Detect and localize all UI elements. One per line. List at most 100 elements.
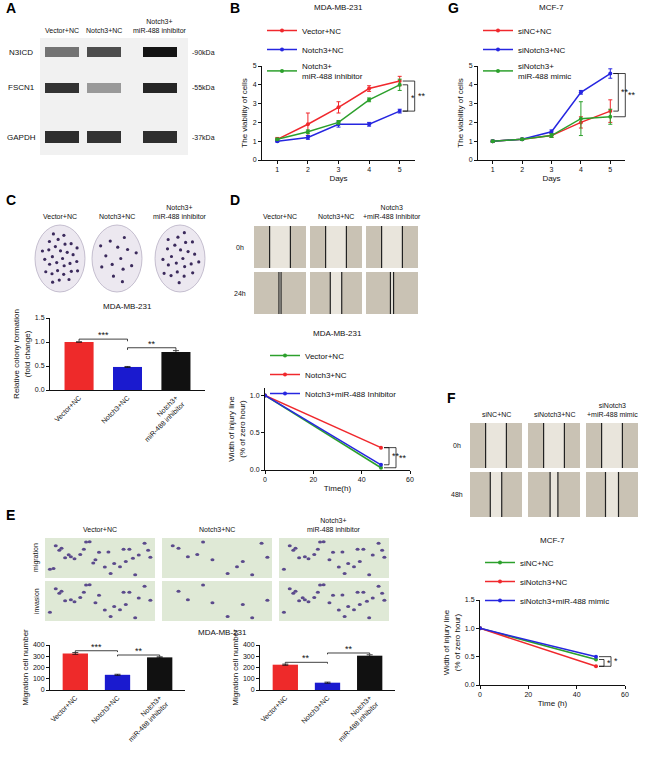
svg-text:Relative colony formation(fold: Relative colony formation(fold change) — [12, 309, 31, 399]
svg-text:Width of injury line(% of zero: Width of injury line(% of zero hour) — [227, 396, 246, 462]
svg-text:0.5: 0.5 — [465, 653, 475, 660]
svg-text:Vector+NC: Vector+NC — [263, 213, 297, 220]
svg-text:48h: 48h — [451, 491, 463, 498]
svg-text:0.0: 0.0 — [250, 466, 260, 473]
svg-text:siNotch3+NC: siNotch3+NC — [534, 411, 575, 418]
svg-text:*: * — [411, 93, 415, 103]
svg-text:GAPDH: GAPDH — [7, 133, 36, 142]
svg-text:MDA-MB-231: MDA-MB-231 — [313, 329, 362, 338]
svg-text:3: 3 — [550, 166, 554, 173]
svg-text:**: ** — [621, 87, 629, 97]
svg-text:N3ICD: N3ICD — [9, 48, 33, 57]
svg-text:siNC+NC: siNC+NC — [520, 559, 554, 568]
svg-text:Notch3+NC: Notch3+NC — [305, 371, 347, 380]
svg-text:40: 40 — [573, 691, 581, 698]
svg-text:1.0: 1.0 — [465, 625, 475, 632]
svg-text:Notch3+miR-488 inhibitor: Notch3+miR-488 inhibitor — [307, 517, 361, 533]
svg-text:0: 0 — [41, 686, 45, 693]
svg-text:siNotch3+miR-488 mimic: siNotch3+miR-488 mimic — [520, 597, 609, 606]
svg-text:Notch3+miR-488 inhibitor: Notch3+miR-488 inhibitor — [133, 18, 187, 34]
svg-text:**: ** — [135, 646, 143, 656]
svg-text:Migration cell number: Migration cell number — [231, 629, 240, 706]
svg-text:**: ** — [399, 453, 407, 463]
svg-text:5: 5 — [469, 62, 473, 69]
svg-text:400: 400 — [243, 641, 255, 648]
svg-text:siNC+NC: siNC+NC — [518, 27, 552, 36]
svg-text:**: ** — [345, 644, 353, 654]
svg-text:MDA-MB-231: MDA-MB-231 — [314, 3, 363, 12]
svg-text:5: 5 — [398, 166, 402, 173]
svg-text:0: 0 — [263, 476, 267, 483]
svg-text:200: 200 — [33, 664, 45, 671]
svg-text:Migration cell number: Migration cell number — [21, 629, 30, 706]
svg-text:20: 20 — [524, 691, 532, 698]
svg-text:siNotch3+NC: siNotch3+NC — [518, 46, 566, 55]
svg-text:G: G — [448, 0, 459, 16]
svg-text:1: 1 — [469, 138, 473, 145]
svg-text:FSCN1: FSCN1 — [8, 83, 35, 92]
svg-text:1.0: 1.0 — [35, 338, 45, 345]
svg-text:The viability of cells: The viability of cells — [456, 78, 465, 147]
svg-text:The viability of cells: The viability of cells — [240, 78, 249, 147]
svg-text:***: *** — [98, 330, 109, 340]
svg-text:5: 5 — [608, 166, 612, 173]
svg-text:24h: 24h — [234, 290, 246, 297]
svg-text:Notch3+NC: Notch3+NC — [318, 213, 354, 220]
svg-text:Vector+NC: Vector+NC — [259, 694, 288, 723]
svg-text:Notch3+miR-488 inhibitor: Notch3+miR-488 inhibitor — [153, 204, 207, 220]
svg-text:1: 1 — [253, 138, 257, 145]
svg-text:0.0: 0.0 — [35, 386, 45, 393]
svg-text:Notch3+miR-488 inhibitor: Notch3+miR-488 inhibitor — [137, 394, 186, 443]
svg-text:E: E — [6, 507, 15, 523]
svg-text:**: ** — [148, 339, 156, 349]
svg-text:***: *** — [91, 642, 102, 652]
svg-text:MDA-MB-231: MDA-MB-231 — [103, 302, 152, 311]
svg-text:200: 200 — [243, 664, 255, 671]
svg-text:300: 300 — [33, 653, 45, 660]
svg-text:1: 1 — [275, 166, 279, 173]
svg-text:3: 3 — [253, 100, 257, 107]
svg-text:2: 2 — [306, 166, 310, 173]
svg-text:0.5: 0.5 — [250, 429, 260, 436]
svg-text:migration: migration — [32, 543, 40, 572]
svg-text:A: A — [6, 0, 16, 16]
svg-text:Vector+NC: Vector+NC — [305, 352, 344, 361]
svg-text:0.0: 0.0 — [465, 681, 475, 688]
svg-text:20: 20 — [309, 476, 317, 483]
svg-text:Days: Days — [542, 174, 560, 183]
svg-text:2: 2 — [520, 166, 524, 173]
svg-text:Vector+NC: Vector+NC — [49, 694, 78, 723]
svg-text:-55kDa: -55kDa — [192, 84, 215, 91]
svg-text:siNotch3+miR-488 mimic: siNotch3+miR-488 mimic — [587, 402, 638, 418]
svg-text:F: F — [447, 390, 456, 406]
svg-text:Vector+NC: Vector+NC — [83, 526, 117, 533]
svg-text:0: 0 — [253, 156, 257, 163]
svg-text:Days: Days — [329, 174, 347, 183]
svg-text:1.5: 1.5 — [35, 314, 45, 321]
svg-text:Notch3+miR-488 Inhibitor: Notch3+miR-488 Inhibitor — [363, 204, 421, 220]
svg-text:Notch3+NC: Notch3+NC — [199, 526, 235, 533]
svg-text:Time (h): Time (h) — [538, 699, 568, 708]
svg-text:400: 400 — [33, 641, 45, 648]
svg-text:60: 60 — [621, 691, 629, 698]
svg-text:Notch3+miR-488 inhibitor: Notch3+miR-488 inhibitor — [121, 694, 170, 743]
svg-text:100: 100 — [33, 675, 45, 682]
svg-text:Notch3+miR-488 Inhibitor: Notch3+miR-488 Inhibitor — [305, 390, 396, 399]
svg-text:4: 4 — [579, 166, 583, 173]
svg-text:40: 40 — [358, 476, 366, 483]
svg-text:Notch3+NC: Notch3+NC — [300, 694, 331, 725]
svg-text:Width of injury line(% of zero: Width of injury line(% of zero hour) — [442, 609, 461, 675]
svg-text:1.5: 1.5 — [465, 596, 475, 603]
svg-text:60: 60 — [406, 476, 414, 483]
svg-text:*: * — [614, 656, 618, 666]
svg-text:Notch3+NC: Notch3+NC — [302, 46, 344, 55]
svg-text:0: 0 — [469, 156, 473, 163]
svg-text:Notch3+NC: Notch3+NC — [100, 394, 131, 425]
svg-text:3: 3 — [469, 100, 473, 107]
svg-text:4: 4 — [367, 166, 371, 173]
svg-text:2: 2 — [253, 119, 257, 126]
svg-text:1.0: 1.0 — [250, 392, 260, 399]
svg-text:Vector+NC: Vector+NC — [43, 213, 77, 220]
svg-text:**: ** — [418, 91, 426, 101]
svg-text:Vector+NC: Vector+NC — [45, 27, 79, 34]
